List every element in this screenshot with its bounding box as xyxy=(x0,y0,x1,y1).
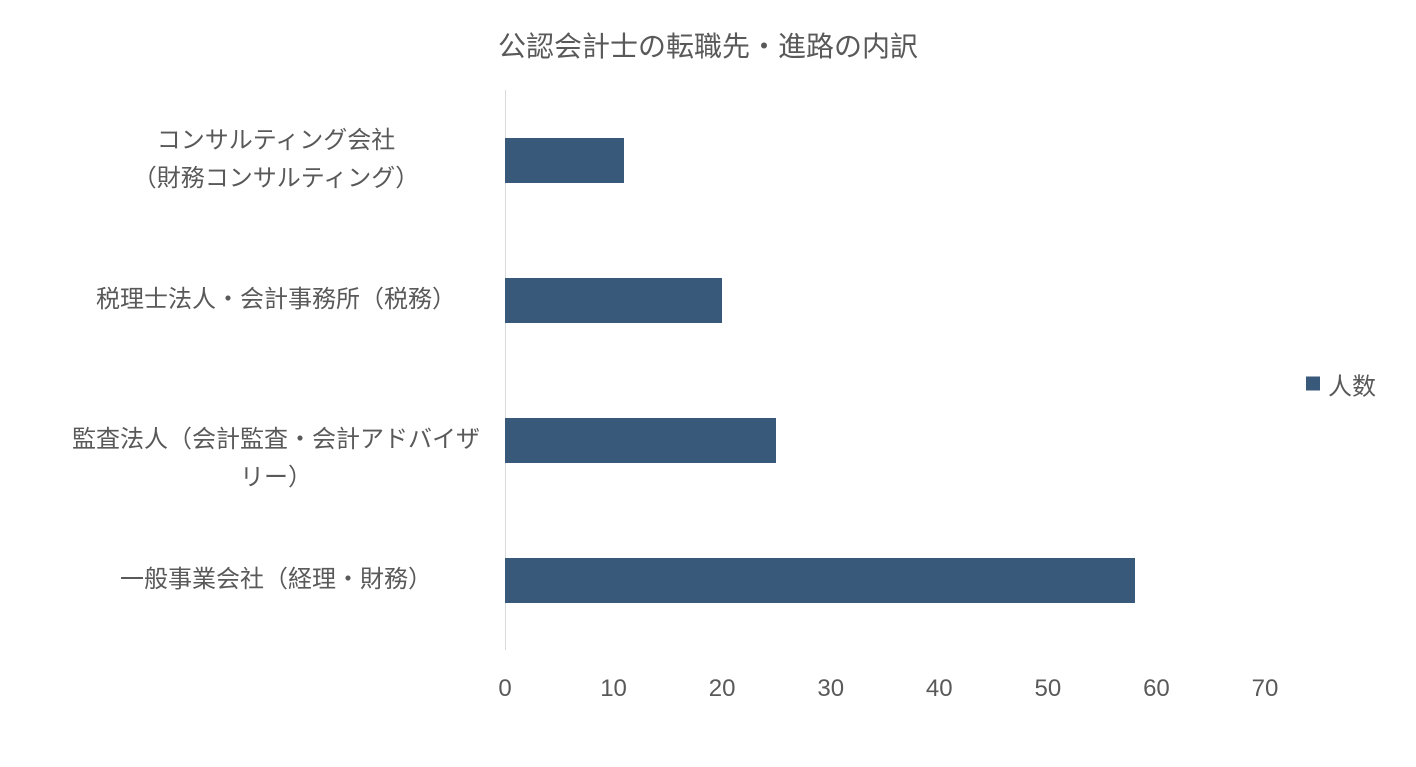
x-axis-tick-label: 20 xyxy=(709,675,736,703)
x-axis-tick-label: 70 xyxy=(1252,675,1279,703)
legend-label: 人数 xyxy=(1328,366,1376,401)
chart-title: 公認会計士の転職先・進路の内訳 xyxy=(0,25,1416,65)
legend-swatch xyxy=(1306,377,1320,391)
chart-container: 公認会計士の転職先・進路の内訳 コンサルティング会社（財務コンサルティング） 税理… xyxy=(0,0,1416,767)
bar xyxy=(505,278,722,323)
legend: 人数 xyxy=(1306,366,1376,401)
bar xyxy=(505,558,1135,603)
x-axis-tick-label: 30 xyxy=(817,675,844,703)
x-axis-tick-label: 0 xyxy=(498,675,511,703)
y-axis-category-label: コンサルティング会社（財務コンサルティング） xyxy=(66,122,486,199)
y-axis-category-label: 税理士法人・会計事務所（税務） xyxy=(66,281,486,319)
x-axis-tick-label: 10 xyxy=(600,675,627,703)
plot-area xyxy=(505,90,1265,650)
y-axis-category-label: 監査法人（会計監査・会計アドバイザリー） xyxy=(66,421,486,498)
x-axis-tick-label: 40 xyxy=(926,675,953,703)
bar xyxy=(505,138,624,183)
y-axis-category-label: 一般事業会社（経理・財務） xyxy=(66,561,486,599)
x-axis-tick-label: 60 xyxy=(1143,675,1170,703)
bar xyxy=(505,418,776,463)
x-axis-tick-label: 50 xyxy=(1034,675,1061,703)
